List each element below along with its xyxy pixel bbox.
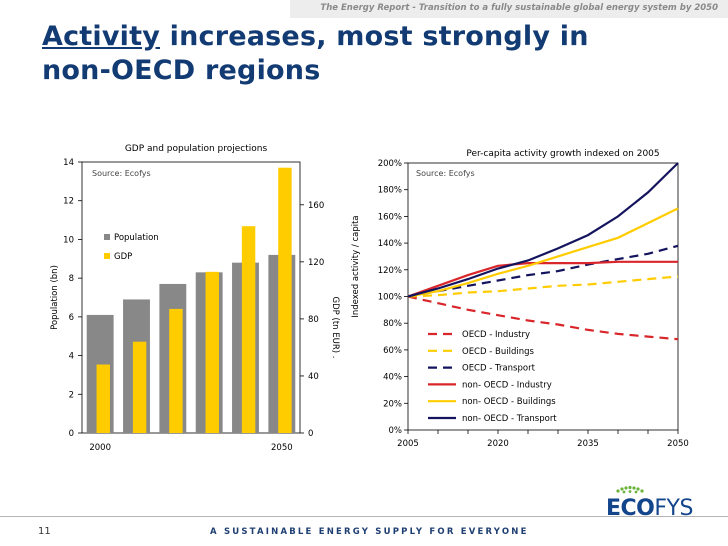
title-line1-rest: increases, most strongly in (160, 21, 589, 52)
logo-wordmark: ECOFYS (606, 496, 693, 521)
y-tick-label: 180% (378, 186, 402, 196)
legend-label-gdp: GDP (114, 252, 132, 262)
y-tick-label: 40% (383, 373, 402, 383)
series-line-6 (407, 162, 679, 298)
legend-label-4: non- OECD - Industry (462, 380, 552, 390)
y-tick-label: 100% (378, 293, 402, 303)
x-tick-label: 2005 (397, 439, 419, 449)
y-axis-label: Population (bn) (50, 265, 60, 330)
y-tick-label: 0 (69, 429, 74, 439)
title-line2: non-OECD regions (42, 55, 321, 86)
y-tick-label: 10 (63, 235, 74, 245)
chart-title: Per-capita activity growth indexed on 20… (466, 149, 659, 159)
y2-tick-label: 160 (308, 201, 324, 211)
series-line-4 (407, 260, 678, 298)
footer-tagline: A SUSTAINABLE ENERGY SUPPLY FOR EVERYONE (210, 527, 529, 537)
gdp-bar (278, 167, 292, 433)
x-tick-label: 2050 (667, 439, 689, 449)
legend-swatch-population (104, 234, 110, 240)
chart-source: Source: Ecofys (92, 169, 151, 178)
plot-frame (81, 161, 301, 434)
y-tick-label: 60% (383, 346, 402, 356)
logo-eco: ECO (606, 496, 655, 521)
gdp-bar (132, 341, 147, 433)
y-tick-label: 160% (378, 212, 402, 222)
y-axis-label: Indexed activity / capita (351, 215, 361, 317)
page-number: 11 (38, 526, 51, 537)
y-tick-label: 2 (69, 390, 74, 400)
y-tick-label: 120% (378, 266, 402, 276)
y2-tick-label: 120 (308, 258, 324, 268)
gdp-bar (169, 308, 183, 433)
legend-label-1: OECD - Industry (462, 330, 530, 340)
y-tick-label: 200% (378, 159, 402, 169)
x-tick-label: 2000 (89, 443, 111, 453)
y-tick-label: 20% (383, 399, 402, 409)
y-tick-label: 8 (69, 274, 74, 284)
footer-divider (0, 516, 728, 517)
series-line-3 (407, 244, 679, 298)
series-line-5 (407, 207, 679, 298)
x-tick-label: 2020 (487, 439, 509, 449)
gdp-population-chart: GDP and population projections Source: Ec… (50, 144, 340, 453)
legend-swatch-gdp (104, 253, 110, 259)
legend-label-population: Population (114, 233, 159, 243)
ecofys-logo: ECOFYS (606, 485, 693, 524)
y2-tick-label: 40 (308, 372, 319, 382)
page-title: Activity increases, most strongly in non… (42, 20, 589, 88)
gdp-bar (205, 271, 219, 433)
logo-dots (616, 485, 644, 494)
chart-source: Source: Ecofys (416, 169, 475, 178)
y2-tick-label: 0 (308, 429, 313, 439)
y-tick-label: 80% (383, 319, 402, 329)
logo-fys: FYS (654, 496, 693, 521)
x-tick-label: 2050 (271, 443, 293, 453)
y-tick-label: 0% (389, 426, 403, 436)
y2-axis-label: GDP (tn EUR) . (330, 297, 340, 359)
y-tick-label: 14 (63, 158, 74, 168)
header-bar: The Energy Report - Transition to a full… (290, 0, 728, 18)
y-tick-label: 6 (69, 313, 74, 323)
legend-label-6: non- OECD - Transport (462, 414, 557, 424)
series-line-1 (407, 295, 679, 341)
chart-title: GDP and population projections (125, 144, 268, 154)
report-header: The Energy Report - Transition to a full… (320, 3, 718, 13)
y-tick-label: 140% (378, 239, 402, 249)
gdp-bar (96, 364, 110, 433)
legend-label-3: OECD - Transport (462, 364, 536, 374)
x-tick-label: 2035 (577, 439, 599, 449)
y-tick-label: 12 (63, 197, 74, 207)
legend-label-2: OECD - Buildings (462, 347, 534, 357)
title-keyword: Activity (42, 21, 161, 52)
legend-label-5: non- OECD - Buildings (462, 397, 556, 407)
gdp-bar (241, 226, 256, 433)
y2-tick-label: 80 (308, 315, 319, 325)
activity-growth-chart: Per-capita activity growth indexed on 20… (351, 149, 689, 449)
series-line-2 (407, 275, 679, 298)
y-tick-label: 4 (69, 352, 74, 362)
